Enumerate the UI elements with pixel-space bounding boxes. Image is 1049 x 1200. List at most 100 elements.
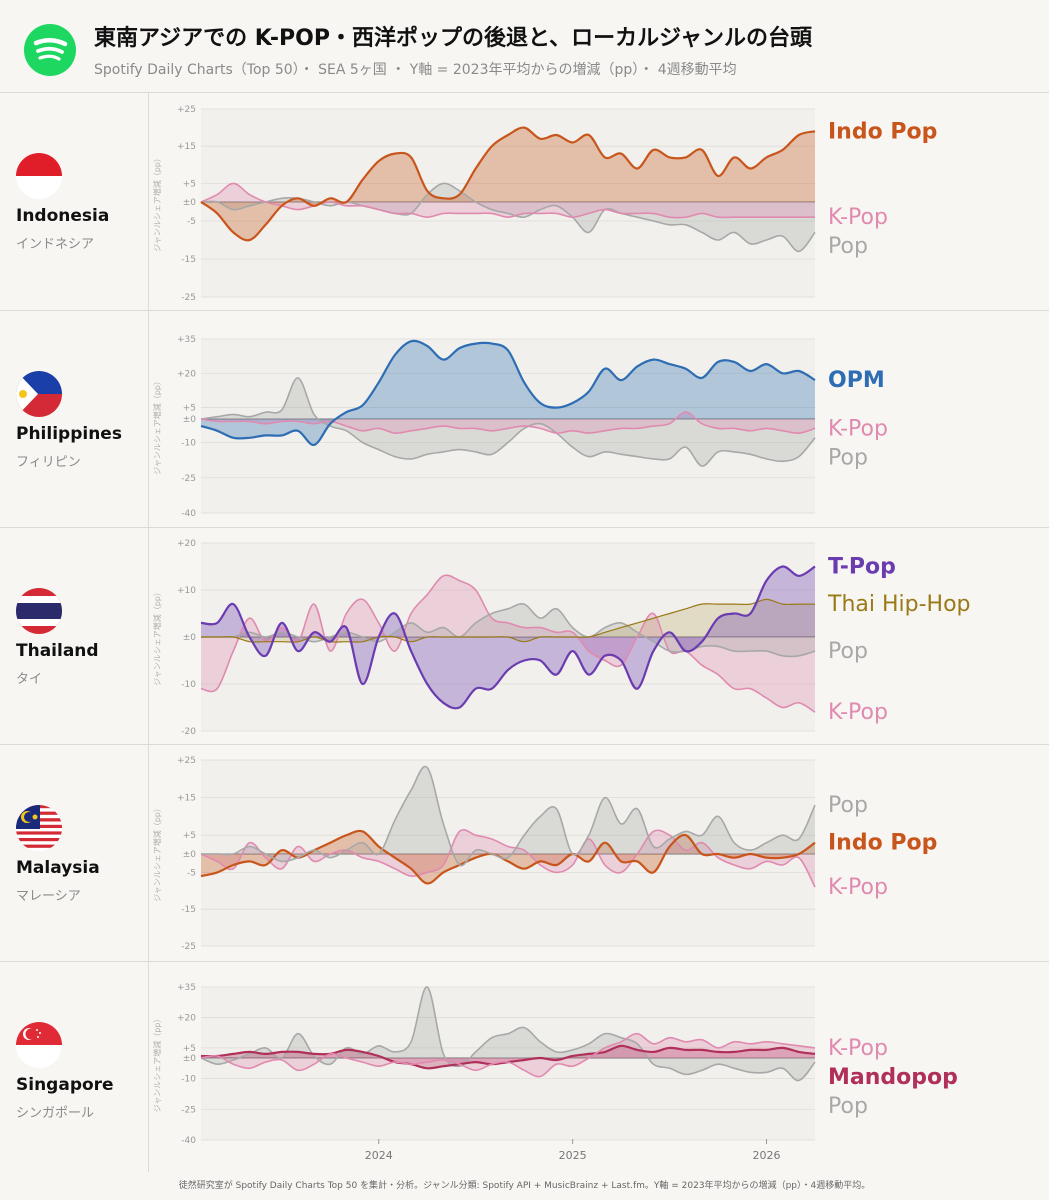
singapore-flag-icon [16, 1022, 62, 1068]
y-tick-label: ±0 [183, 415, 197, 425]
y-tick-label: -5 [187, 868, 196, 878]
panel-singapore: Singapore シンガポール +35 +20 +5 ±0 -10 -25 -40 ジャンルシェ… [0, 961, 1049, 1163]
y-axis-label: ジャンルシェア増減（pp） [152, 588, 162, 686]
y-tick-label: -25 [181, 942, 196, 952]
y-tick-label: -20 [181, 727, 196, 737]
y-tick-label: +10 [177, 586, 196, 596]
series-area-k-pop [201, 575, 815, 713]
series-label: Mandopop [828, 1065, 958, 1090]
y-tick-label: -5 [187, 217, 196, 227]
y-tick-label: -25 [181, 1105, 196, 1115]
y-tick-label: ±0 [183, 850, 197, 860]
y-axis-label: ジャンルシェア増減（pp） [152, 154, 162, 252]
series-label: Indo Pop [828, 119, 937, 144]
footer-note: 徒然研究室が Spotify Daily Charts Top 50 を集計・分… [178, 1181, 871, 1191]
y-tick-label: -40 [181, 509, 196, 519]
country-name: Thailand [16, 641, 99, 661]
thailand-flag-icon [16, 588, 62, 634]
series-label: Pop [828, 234, 868, 259]
y-tick-label: +25 [177, 105, 196, 115]
chart-malaysia: +25 +15 +5 ±0 -5 -15 -25 ジャンルシェア増減（pp） Pop Indo P… [152, 756, 937, 952]
y-tick-label: -15 [181, 255, 196, 265]
series-area-k-pop [201, 183, 815, 218]
y-tick-label: -10 [181, 680, 196, 690]
series-label: OPM [828, 368, 885, 393]
y-tick-label: +5 [183, 1044, 196, 1054]
chart-subtitle: Spotify Daily Charts（Top 50）・ SEA 5ヶ国 ・ … [94, 62, 737, 78]
y-tick-label: +5 [183, 179, 196, 189]
country-name-jp: フィリピン [16, 455, 81, 470]
y-tick-label: +35 [177, 983, 196, 993]
chart-header: 東南アジアでの K-POP・西洋ポップの後退と、ローカルジャンルの台頭 Spot… [0, 0, 1049, 92]
series-line-opm [200, 339, 816, 446]
y-axis-label: ジャンルシェア増減（pp） [152, 804, 162, 902]
series-line-k-pop [200, 1032, 816, 1078]
series-line-indo-pop [200, 126, 816, 242]
panel-divider [148, 92, 149, 1172]
series-label: K-Pop [828, 875, 888, 900]
country-name: Philippines [16, 424, 122, 444]
indonesia-flag-icon [16, 153, 62, 199]
y-tick-label: ±0 [183, 633, 197, 643]
plot-area [201, 987, 815, 1140]
series-line-k-pop [200, 574, 816, 713]
series-label: K-Pop [828, 205, 888, 230]
series-area-pop [201, 183, 815, 252]
y-tick-label: -40 [181, 1136, 196, 1146]
panel-malaysia: Malaysia マレーシア +25 +15 +5 ±0 -5 -15 -25 ジャンルシェア増減… [0, 744, 1049, 962]
y-tick-label: ±0 [183, 1054, 197, 1064]
series-line-thai-hip-hop [201, 598, 815, 643]
series-area-opm [201, 340, 815, 445]
y-axis-label: ジャンルシェア増減（pp） [152, 1015, 162, 1113]
series-line-k-pop [200, 411, 816, 434]
series-label: Thai Hip-Hop [827, 592, 971, 617]
series-label: Pop [828, 1094, 868, 1119]
series-line-t-pop [200, 565, 816, 710]
series-line-indo-pop [200, 829, 816, 885]
chart-philippines: +35 +20 +5±0 -10 -25 -40 ジャンルシェア増減（pp） OPM K-Pop… [152, 335, 888, 519]
y-tick-label: +25 [177, 756, 196, 766]
country-name: Indonesia [16, 206, 110, 226]
country-name-jp: タイ [16, 672, 43, 687]
series-label: Pop [828, 793, 868, 818]
chart-thailand: +20 +10 ±0 -10 -20 ジャンルシェア増減（pp） T-Pop Thai Hip… [152, 539, 971, 737]
philippines-flag-icon [16, 371, 62, 417]
series-label: K-Pop [828, 416, 888, 441]
y-tick-label: +20 [177, 369, 196, 379]
series-area-pop [201, 603, 815, 657]
country-name-jp: シンガポール [16, 1106, 95, 1121]
y-tick-label: +15 [177, 794, 196, 804]
y-tick-label: -10 [181, 439, 196, 449]
y-tick-label: +5 [183, 831, 196, 841]
series-label: T-Pop [828, 555, 896, 580]
panel-indonesia: Indonesia インドネシア +25 +15 +5 ±0 -5 -15 -25 ジャンルシェア… [0, 92, 1049, 311]
country-name: Malaysia [16, 858, 100, 878]
series-label: K-Pop [828, 1036, 888, 1061]
y-tick-label: -25 [181, 474, 196, 484]
plot-area [201, 109, 815, 297]
y-tick-label: -10 [181, 1075, 196, 1085]
series-line-pop [200, 986, 816, 1082]
chart-singapore: +35 +20 +5±0 -10 -25 -40 ジャンルシェア増減（pp） K-Pop Man… [152, 983, 958, 1146]
y-tick-label: +20 [177, 1013, 196, 1023]
chart-indonesia: +25 +15 +5 ±0 -5 -15 -25 ジャンルシェア増減（pp） Indo Pop K… [152, 105, 937, 303]
country-name: Singapore [16, 1075, 114, 1095]
series-line-pop [200, 377, 816, 467]
series-area-k-pop [201, 412, 815, 434]
y-tick-label: -25 [181, 293, 196, 303]
y-tick-label: ±0 [183, 198, 197, 208]
series-area-indo-pop [201, 127, 815, 241]
panel-thailand: Thailand タイ +20 +10 ±0 -10 -20 ジャンルシェア増減（pp） T-P… [0, 527, 1049, 745]
spotify-logo-icon [24, 24, 76, 76]
y-tick-label: -15 [181, 905, 196, 915]
y-tick-label: +15 [177, 142, 196, 152]
chart-title: 東南アジアでの K-POP・西洋ポップの後退と、ローカルジャンルの台頭 [94, 26, 813, 51]
series-label: Pop [828, 445, 868, 470]
series-label: Pop [828, 639, 868, 664]
series-line-k-pop [200, 182, 815, 219]
country-name-jp: インドネシア [16, 237, 95, 252]
panel-philippines: Philippines フィリピン +35 +20 +5 ±0 -10 -25 -40 ジャンルシ… [0, 310, 1049, 528]
y-tick-label: +20 [177, 539, 196, 549]
series-line-pop [201, 602, 816, 658]
series-label: K-Pop [828, 700, 888, 725]
